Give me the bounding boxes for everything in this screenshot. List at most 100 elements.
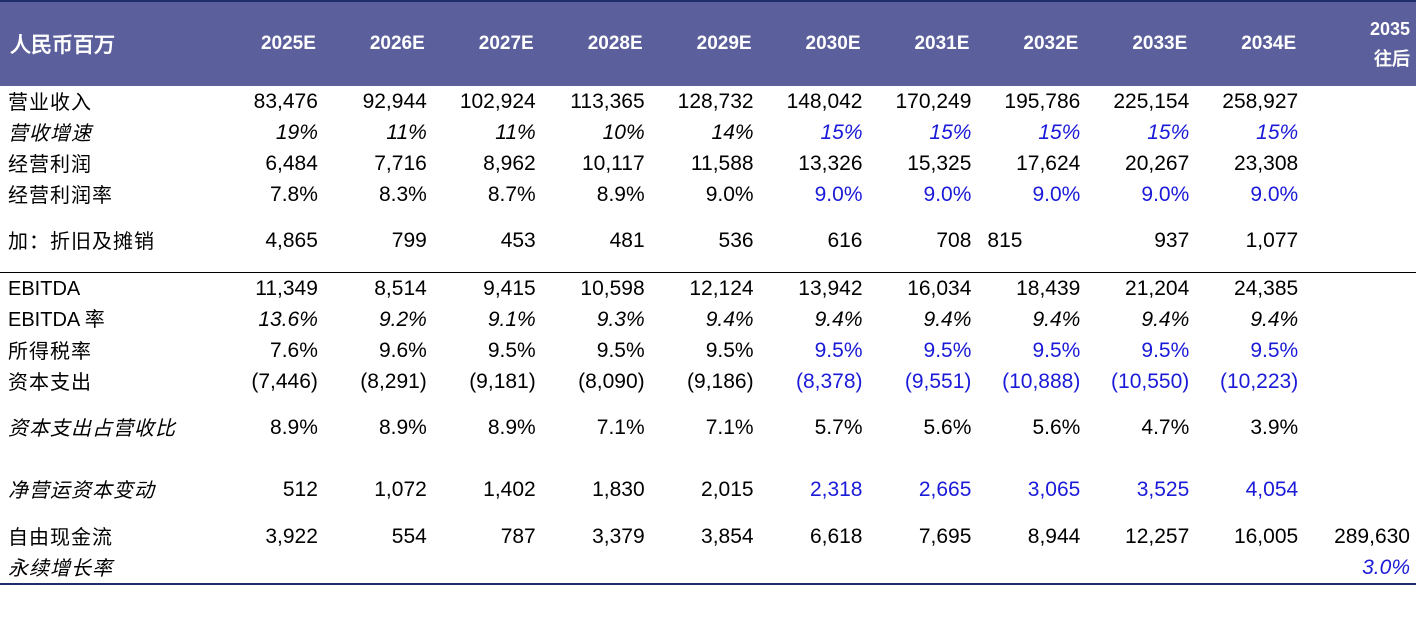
- table-cell: (9,186): [687, 369, 754, 393]
- table-cell-terminal: [1308, 459, 1416, 521]
- table-cell: 8.9%: [487, 416, 536, 439]
- table-cell: 1,402: [483, 478, 536, 501]
- header-year: 2028E: [545, 2, 655, 86]
- table-cell: 18,439: [981, 272, 1091, 304]
- table-cell: 13,942: [763, 272, 873, 304]
- table-cell: 9.4%: [814, 307, 863, 331]
- header-terminal: 2035 往后: [1308, 2, 1416, 86]
- table-cell: [654, 552, 764, 585]
- table-cell: (9,551): [904, 369, 972, 393]
- table-cell: 3,065: [1027, 478, 1081, 501]
- table-cell: 15,325: [907, 151, 972, 175]
- table-row-working-capital: 净营运资本变动 512 1,072 1,402 1,830 2,015 2,31…: [0, 459, 1416, 521]
- table-cell: (10,888): [1002, 369, 1081, 393]
- table-cell: 9.5%: [596, 338, 645, 362]
- table-cell: 8.9%: [270, 416, 318, 439]
- table-cell: 14%: [711, 120, 754, 144]
- table-cell: 5.7%: [814, 416, 863, 439]
- table-cell: (8,090): [578, 369, 645, 393]
- table-cell: 15%: [1038, 120, 1081, 144]
- table-cell: 9.0%: [705, 182, 754, 206]
- table-cell: 24,385: [1199, 272, 1309, 304]
- table-cell-terminal: [1308, 117, 1416, 148]
- table-cell: 2,015: [701, 478, 754, 501]
- table-cell: 9.0%: [923, 182, 972, 206]
- header-unit-label: 人民币百万: [0, 2, 219, 86]
- table-cell: 9.4%: [1250, 307, 1299, 331]
- table-cell: 9.5%: [923, 338, 972, 362]
- table-cell: [218, 552, 328, 585]
- table-cell: 20,267: [1125, 151, 1190, 175]
- table-cell: 10%: [602, 120, 645, 144]
- table-cell: 1,077: [1245, 229, 1299, 252]
- table-cell: 554: [391, 524, 427, 548]
- table-cell-terminal: [1308, 210, 1416, 273]
- table-cell: 6,618: [809, 524, 863, 548]
- header-year: 2026E: [327, 2, 437, 86]
- table-cell: 708: [936, 229, 972, 252]
- table-cell-terminal: 289,630: [1334, 524, 1410, 548]
- table-cell: 9.5%: [487, 338, 536, 362]
- table-cell: 8.9%: [596, 182, 645, 206]
- table-cell: 6,484: [265, 151, 318, 175]
- table-cell: 787: [500, 524, 536, 548]
- table-row-capex-ratio: 资本支出占营收比 8.9% 8.9% 8.9% 7.1% 7.1% 5.7% 5…: [0, 397, 1416, 459]
- table-cell: 9.5%: [814, 338, 863, 362]
- table-cell: [1090, 552, 1200, 585]
- table-cell: [436, 552, 546, 585]
- table-cell: 937: [1154, 229, 1190, 252]
- table-cell: 170,249: [895, 89, 972, 113]
- table-cell-terminal: [1308, 86, 1416, 117]
- table-cell: 258,927: [1222, 89, 1299, 113]
- table-cell: 2,665: [918, 478, 972, 501]
- table-cell: 102,924: [459, 89, 536, 113]
- table-row-ebitda: EBITDA 11,349 8,514 9,415 10,598 12,124 …: [0, 272, 1416, 304]
- table-cell: 5.6%: [923, 416, 972, 439]
- table-cell: 8,962: [483, 151, 536, 175]
- row-label: 营收增速: [8, 120, 92, 145]
- header-year: 2034E: [1199, 2, 1309, 86]
- row-label: EBITDA 率: [8, 308, 105, 331]
- table-cell: 9.0%: [1141, 182, 1190, 206]
- row-label: 加：折旧及摊销: [8, 229, 155, 253]
- header-year: 2025E: [218, 2, 328, 86]
- table-cell: [545, 552, 655, 585]
- table-cell: 13,326: [798, 151, 863, 175]
- table-cell: 225,154: [1113, 89, 1190, 113]
- row-label: 永续增长率: [0, 552, 219, 585]
- row-label: 经营利润: [8, 151, 92, 176]
- table-cell: 3,854: [701, 524, 754, 548]
- table-cell: 9.0%: [1250, 182, 1299, 206]
- table-cell: 4,865: [265, 229, 318, 252]
- table-cell-terminal: [1308, 304, 1416, 335]
- table-cell: 8.3%: [378, 182, 427, 206]
- table-cell: 12,257: [1125, 524, 1190, 548]
- table-cell: 16,034: [872, 272, 982, 304]
- table-cell: 9.4%: [923, 307, 972, 331]
- row-label: 营业收入: [8, 89, 92, 114]
- table-row-operating-profit: 经营利润 6,484 7,716 8,962 10,117 11,588 13,…: [0, 148, 1416, 179]
- table-cell: 1,072: [374, 478, 427, 501]
- row-label: 净营运资本变动: [8, 478, 155, 502]
- table-cell-terminal: 3.0%: [1308, 552, 1416, 585]
- table-cell: (10,223): [1219, 369, 1299, 393]
- table-cell: 10,598: [545, 272, 655, 304]
- top-rule: [0, 0, 1416, 2]
- table-cell: 15%: [1147, 120, 1190, 144]
- table-cell: 8.7%: [487, 182, 536, 206]
- table-row-revenue-growth: 营收增速 19% 11% 11% 10% 14% 15% 15% 15% 15%…: [0, 117, 1416, 148]
- table-cell: 9.5%: [1141, 338, 1190, 362]
- table-cell: 4,054: [1245, 478, 1299, 501]
- table-cell: 23,308: [1233, 151, 1299, 175]
- table-cell: 7.6%: [270, 338, 318, 362]
- table-cell: 11,588: [690, 151, 754, 175]
- table-cell: 83,476: [253, 89, 318, 113]
- table-cell-terminal: [1308, 397, 1416, 459]
- row-label: 经营利润率: [8, 182, 113, 207]
- row-label: EBITDA: [0, 272, 219, 304]
- table-cell-terminal: [1308, 335, 1416, 366]
- header-year: 2027E: [436, 2, 546, 86]
- table-cell: 11%: [495, 120, 536, 144]
- table-cell: 7.8%: [270, 182, 318, 206]
